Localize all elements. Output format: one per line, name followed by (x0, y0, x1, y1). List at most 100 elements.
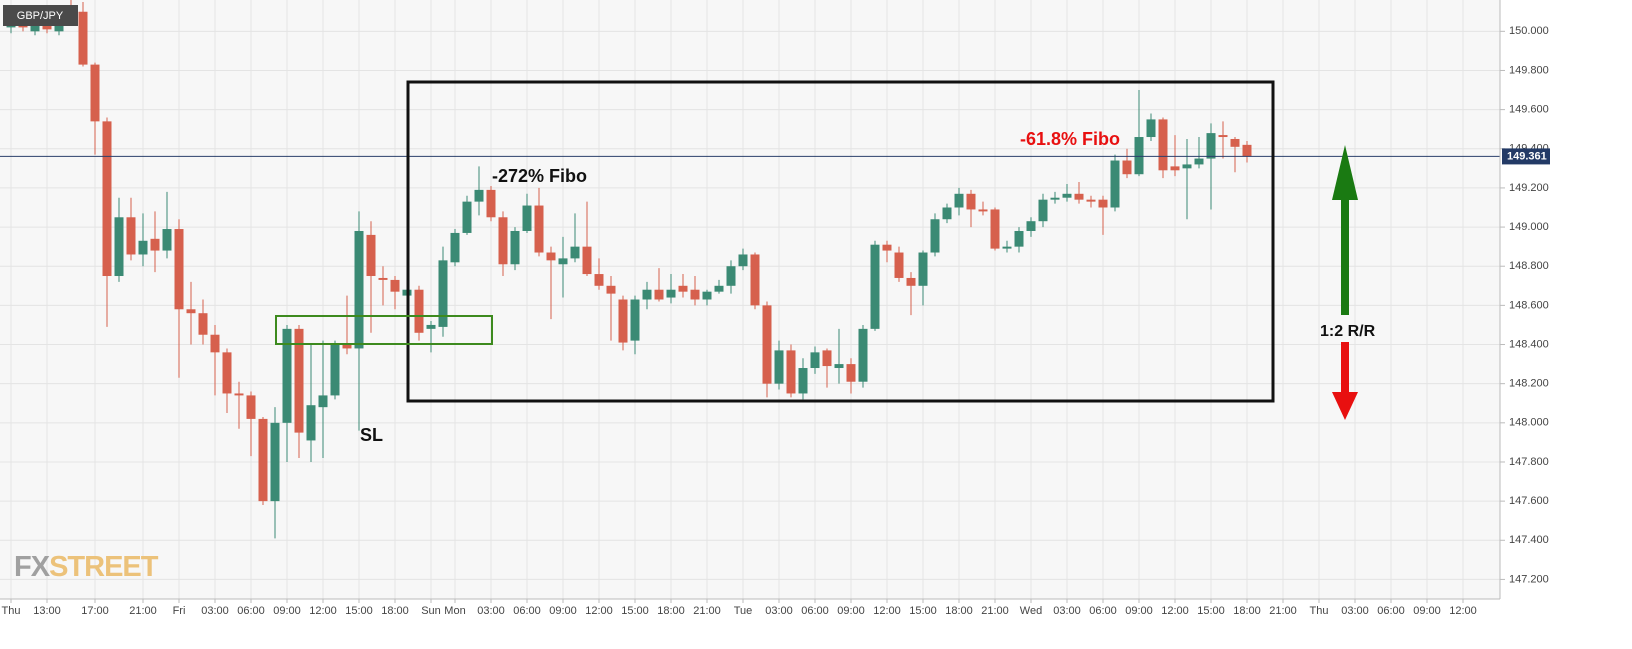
x-tick-label: 03:00 (201, 605, 229, 617)
candle-body (390, 279, 400, 292)
candle-body (654, 289, 664, 300)
candle-body (234, 393, 244, 396)
candle-body (834, 364, 844, 369)
y-tick-label: 150.000 (1509, 25, 1549, 37)
candle-body (198, 313, 208, 335)
annotation: -272% Fibo (492, 166, 587, 186)
x-tick-label: 21:00 (129, 605, 157, 617)
y-tick-label: 147.400 (1509, 534, 1549, 546)
x-tick-label: 12:00 (873, 605, 901, 617)
candle-body (510, 230, 520, 265)
candle-body (210, 334, 220, 353)
y-tick-label: 147.200 (1509, 573, 1549, 585)
candle-body (954, 193, 964, 208)
candle-body (498, 217, 508, 265)
candle-body (1194, 158, 1204, 165)
candle-body (942, 207, 952, 220)
candle-body (414, 289, 424, 333)
x-tick-label: Fri (173, 605, 186, 617)
x-tick-label: 18:00 (1233, 605, 1261, 617)
candle-body (378, 277, 388, 280)
x-tick-label: 13:00 (33, 605, 61, 617)
candle-body (126, 217, 136, 255)
x-tick-label: 06:00 (513, 605, 541, 617)
candle-body (1074, 193, 1084, 200)
x-tick-label: 06:00 (237, 605, 265, 617)
x-tick-label: 21:00 (693, 605, 721, 617)
candle-body (186, 309, 196, 314)
candle-body (294, 328, 304, 433)
candle-body (342, 344, 352, 349)
candle-body (702, 291, 712, 300)
candle-body (1182, 164, 1192, 169)
x-tick-label: 09:00 (1125, 605, 1153, 617)
watermark-part: STREET (49, 551, 159, 583)
candle-body (846, 364, 856, 382)
y-tick-label: 148.600 (1509, 299, 1549, 311)
candle-body (546, 252, 556, 261)
candle-body (102, 121, 112, 277)
plot-background (0, 0, 1500, 599)
candle-body (246, 395, 256, 419)
x-tick-label: 15:00 (345, 605, 373, 617)
x-tick-label: 03:00 (477, 605, 505, 617)
candle-body (270, 422, 280, 502)
candle-body (1230, 138, 1240, 147)
candle-body (882, 244, 892, 251)
x-tick-label: 15:00 (621, 605, 649, 617)
x-tick-label: 09:00 (273, 605, 301, 617)
candle-body (366, 234, 376, 277)
candle-body (726, 266, 736, 286)
candle-body (930, 219, 940, 253)
x-tick-label: 18:00 (381, 605, 409, 617)
candle-body (474, 189, 484, 202)
candle-body (222, 352, 232, 394)
y-tick-label: 147.800 (1509, 456, 1549, 468)
symbol-badge (3, 5, 78, 26)
watermark-part: FX (14, 551, 51, 583)
candle-body (618, 299, 628, 343)
candle-body (354, 230, 364, 349)
candle-body (486, 189, 496, 218)
candle-body (966, 193, 976, 210)
candle-body (330, 344, 340, 396)
y-tick-label: 149.800 (1509, 64, 1549, 76)
candle-body (666, 289, 676, 298)
watermark: FXSTREET (14, 551, 159, 583)
x-tick-label: 21:00 (1269, 605, 1297, 617)
candle-body (786, 350, 796, 394)
y-tick-label: 148.400 (1509, 338, 1549, 350)
candle-body (870, 244, 880, 329)
candle-body (1242, 144, 1252, 157)
x-tick-label: 18:00 (945, 605, 973, 617)
candle-body (1086, 199, 1096, 202)
x-tick-label: 15:00 (909, 605, 937, 617)
candle-body (594, 274, 604, 286)
x-tick-label: Tue (734, 605, 753, 617)
candle-body (714, 285, 724, 292)
candle-body (1014, 230, 1024, 247)
annotation: -61.8% Fibo (1020, 129, 1120, 149)
x-tick-label: Sun (421, 605, 441, 617)
x-tick-label: Mon (444, 605, 465, 617)
candle-body (150, 238, 160, 251)
candle-body (534, 205, 544, 253)
candle-body (1110, 160, 1120, 208)
annotation: 1:2 R/R (1320, 323, 1376, 340)
candle-body (894, 252, 904, 278)
candle-body (678, 285, 688, 292)
candle-body (918, 252, 928, 286)
grid (0, 0, 1500, 599)
y-tick-label: 149.200 (1509, 182, 1549, 194)
last-price-label: 149.361 (1507, 150, 1547, 162)
x-tick-label: 09:00 (837, 605, 865, 617)
candle-body (1098, 199, 1108, 208)
entry-zone (275, 315, 493, 345)
candle-body (138, 240, 148, 255)
candle-body (282, 328, 292, 423)
candle-body (426, 324, 436, 329)
annotation: SL (360, 425, 383, 445)
y-tick-label: 148.200 (1509, 378, 1549, 390)
